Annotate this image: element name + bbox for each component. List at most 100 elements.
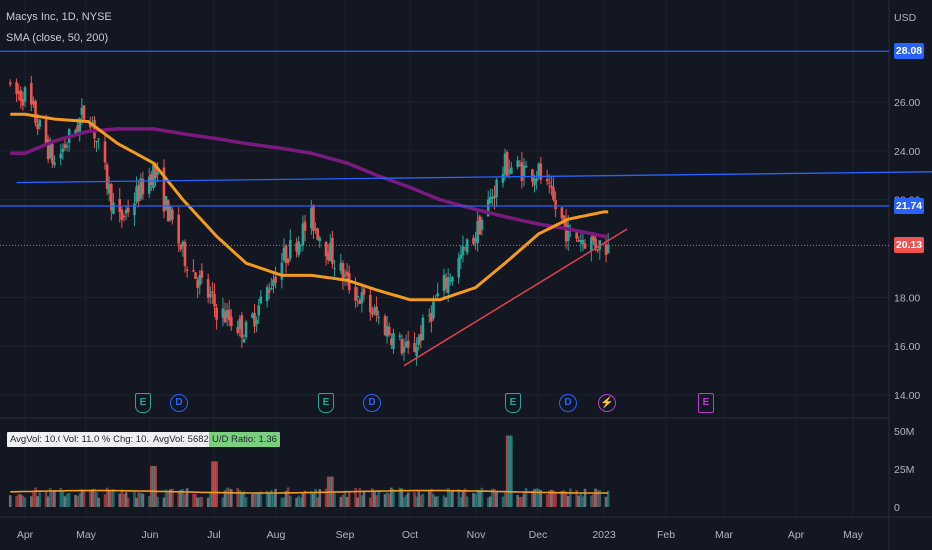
volume-bar <box>520 496 524 507</box>
candle-body <box>398 335 402 338</box>
symbol-title[interactable]: Macys Inc, 1D, NYSE <box>6 11 112 23</box>
volume-bar <box>274 488 277 507</box>
candle-body <box>478 216 482 235</box>
volume-bar <box>415 496 418 507</box>
candle-body <box>564 219 568 242</box>
candle-body <box>36 123 39 129</box>
candle-body <box>164 196 168 210</box>
volume-bar <box>505 435 509 507</box>
candle-body <box>324 241 328 257</box>
dividend-icon[interactable]: D <box>170 394 188 412</box>
volume-bar <box>44 491 48 507</box>
price-tag[interactable]: 20.13 <box>894 237 924 254</box>
volume-bar <box>392 489 395 507</box>
candle-body <box>457 258 461 278</box>
candle-body <box>604 244 608 255</box>
volume-bar <box>524 487 528 507</box>
candle-body <box>88 123 92 128</box>
volume-bar <box>8 495 12 507</box>
candle-body <box>265 287 269 302</box>
split-icon[interactable]: ⚡ <box>598 394 616 412</box>
volume-bar <box>147 496 151 507</box>
candle-body <box>303 221 307 231</box>
candle-body <box>444 277 448 289</box>
candle-body <box>301 223 305 246</box>
candle-body <box>48 142 52 158</box>
trendline-flat <box>16 171 932 184</box>
volume-bar <box>562 490 566 507</box>
candle-body <box>341 263 345 281</box>
candle-body <box>472 237 475 245</box>
candle-body <box>95 140 98 143</box>
candle-body <box>583 243 587 249</box>
candle-body <box>421 317 425 341</box>
candle-body <box>156 172 159 175</box>
volume-bar <box>238 490 242 507</box>
price-tag[interactable]: 28.08 <box>894 43 924 60</box>
volume-bar <box>566 495 570 507</box>
candle-body <box>225 310 229 319</box>
candle-body <box>51 143 54 164</box>
volume-bar <box>91 489 94 507</box>
volume-bar <box>124 492 128 507</box>
candle-body <box>400 339 404 354</box>
candle-body <box>581 239 585 245</box>
earnings-icon[interactable]: E <box>135 393 151 413</box>
volume-bar <box>421 493 425 507</box>
volume-bar <box>166 491 170 507</box>
candle-body <box>196 279 199 288</box>
candle-body <box>371 312 374 315</box>
dividend-icon[interactable]: D <box>559 394 577 412</box>
volume-bar <box>95 492 98 507</box>
volume-bar <box>110 490 113 507</box>
candle-body <box>362 288 366 295</box>
volume-bar <box>133 491 136 507</box>
volume-bar <box>474 494 477 507</box>
volume-bar <box>303 490 307 507</box>
volume-bar <box>282 497 286 507</box>
candle-body <box>463 247 467 249</box>
volume-bar <box>177 490 180 507</box>
candle-body <box>316 228 319 240</box>
volume-bar <box>118 493 122 507</box>
volume-bar <box>581 496 585 507</box>
volume-bar <box>560 491 564 507</box>
volume-bar <box>88 490 92 507</box>
candle-body <box>318 237 322 242</box>
earnings-icon[interactable]: E <box>698 393 714 413</box>
volume-bar <box>103 494 107 507</box>
candle-body <box>503 153 507 175</box>
candle-body <box>282 247 286 261</box>
candle-body <box>493 195 496 199</box>
volume-bar <box>46 496 50 507</box>
earnings-icon[interactable]: E <box>318 393 334 413</box>
volume-bar <box>417 491 421 507</box>
volume-bar <box>318 488 322 507</box>
month-label: Apr <box>788 529 805 541</box>
candle-body <box>375 306 378 316</box>
month-label: Jul <box>207 529 220 541</box>
dividend-icon[interactable]: D <box>363 394 381 412</box>
month-label: Apr <box>17 529 34 541</box>
volume-bar <box>390 487 393 507</box>
volume-bar <box>569 488 572 507</box>
indicator-legend[interactable]: SMA (close, 50, 200) <box>6 32 109 44</box>
earnings-icon[interactable]: E <box>505 393 521 413</box>
volume-bar <box>552 490 555 507</box>
candle-body <box>154 163 157 179</box>
candle-body <box>242 338 246 343</box>
volume-bar <box>398 487 402 507</box>
volume-bar <box>535 488 538 507</box>
volume-bar <box>21 495 25 507</box>
candle-body <box>208 293 212 298</box>
candle-body <box>461 246 465 256</box>
volume-bar <box>495 491 498 507</box>
price-tag[interactable]: 21.74 <box>894 198 924 214</box>
candle-body <box>274 276 277 283</box>
sma-50-line <box>10 112 609 302</box>
volume-bar <box>280 497 284 507</box>
trendline-rising <box>403 228 628 367</box>
candle-body <box>105 164 109 189</box>
volume-bar <box>208 491 212 507</box>
